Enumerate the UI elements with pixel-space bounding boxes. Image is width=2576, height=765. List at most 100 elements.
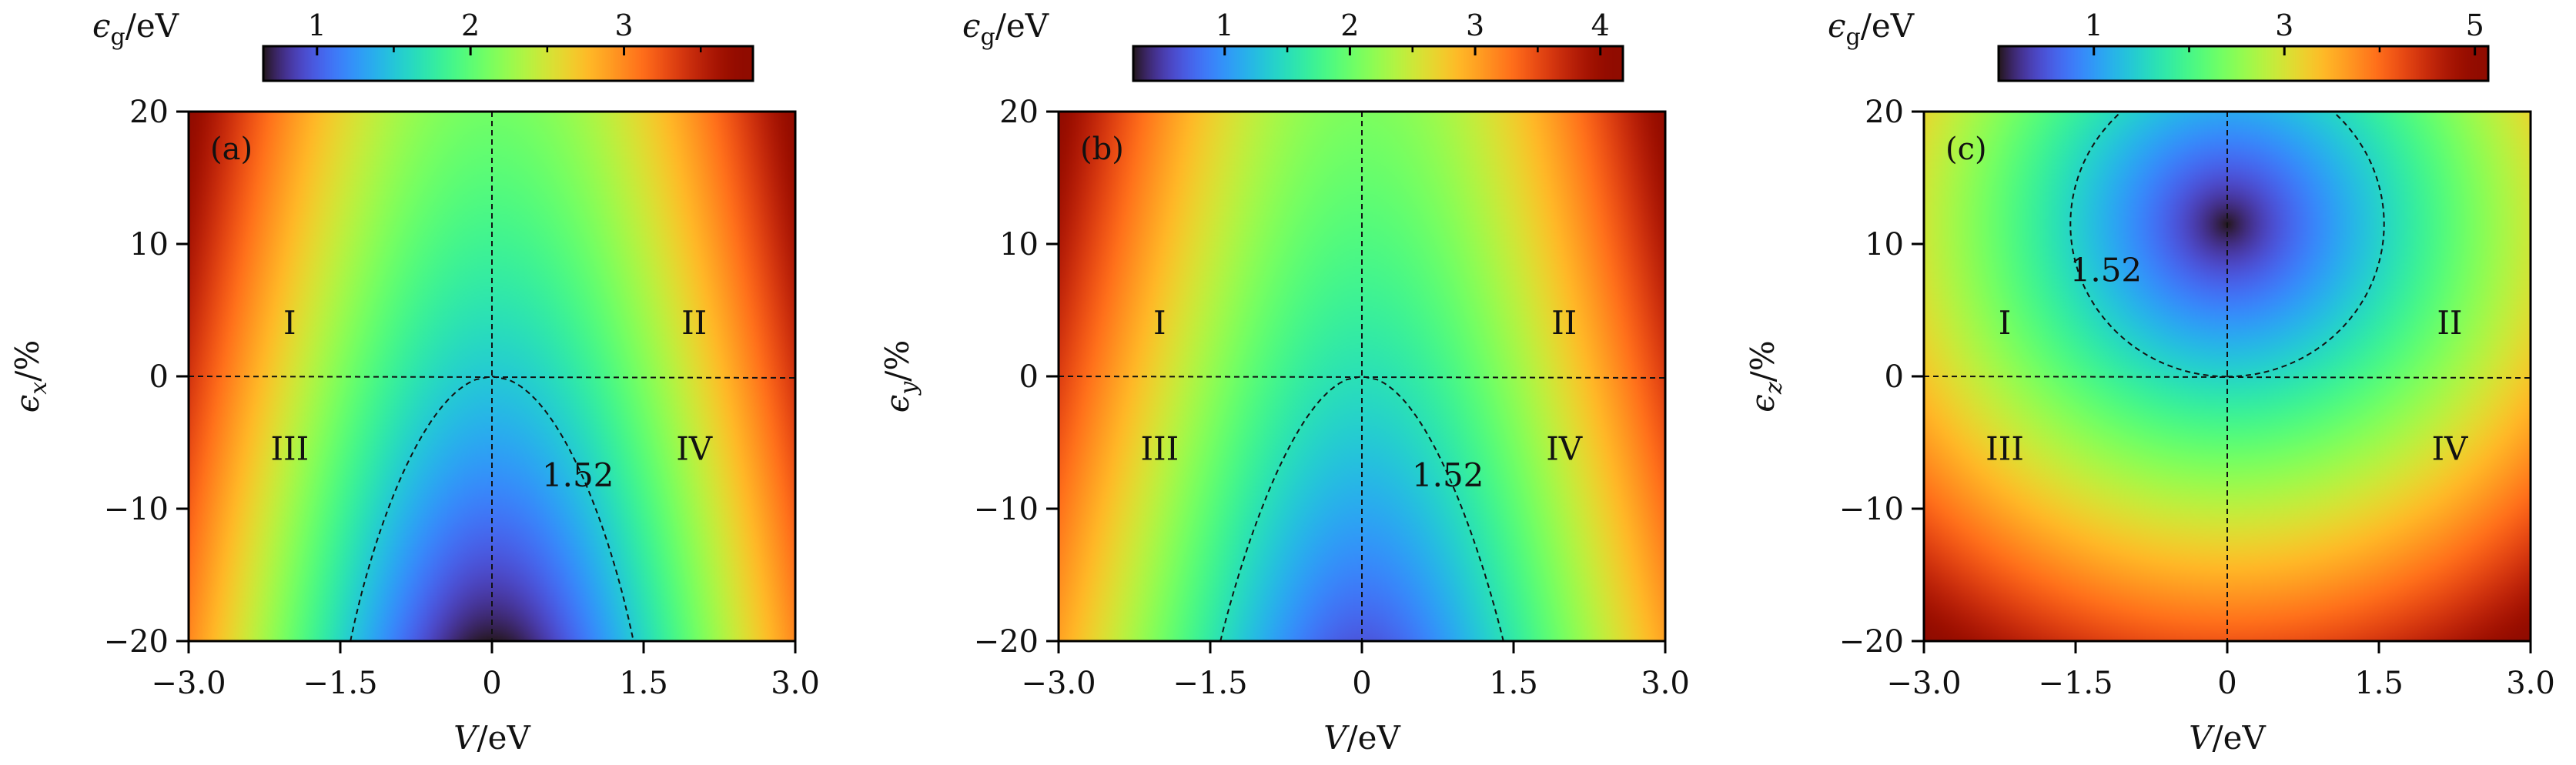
panel-label: (c) xyxy=(1945,132,1987,167)
x-tick-label: 0 xyxy=(482,666,501,701)
y-tick-label: 10 xyxy=(999,227,1039,262)
label-symbol: ϵ xyxy=(1828,7,1846,45)
y-axis-label: ϵx/% xyxy=(8,340,52,413)
x-axis-label: V/eV xyxy=(1323,719,1400,757)
region-label: IV xyxy=(676,430,713,468)
colorbar-tick-label: 5 xyxy=(2466,8,2484,42)
x-tick-label: 3.0 xyxy=(2506,666,2555,701)
contour-label: 1.52 xyxy=(542,456,614,494)
colorbar-tick-label: 4 xyxy=(1591,8,1610,42)
colorbar-frame xyxy=(1997,45,2490,82)
label-unit: /eV xyxy=(125,7,179,45)
x-tick-label: −1.5 xyxy=(1173,666,1247,701)
plot-frame xyxy=(1057,110,1667,643)
x-tick-label: 3.0 xyxy=(771,666,820,701)
y-tick-label: 10 xyxy=(129,227,169,262)
label-unit: /eV xyxy=(477,719,531,757)
region-label: I xyxy=(1999,304,2012,342)
label-unit: /eV xyxy=(995,7,1049,45)
label-subscript: g xyxy=(111,24,125,51)
x-tick-label: 1.5 xyxy=(2354,666,2404,701)
reference-line-strain0 xyxy=(1058,376,1666,379)
x-tick-label: −3.0 xyxy=(1886,666,1961,701)
x-tick-label: −1.5 xyxy=(2038,666,2113,701)
x-axis-label: V/eV xyxy=(2189,719,2266,757)
label-subscript: y xyxy=(895,381,922,396)
x-tick-label: 0 xyxy=(2217,666,2236,701)
y-axis-label: ϵy/% xyxy=(878,340,922,413)
y-tick-label: 0 xyxy=(1019,359,1039,395)
colorbar-tick-label: 2 xyxy=(1340,8,1359,42)
label-symbol: V xyxy=(453,719,480,757)
contour-line xyxy=(350,375,634,642)
colorbar-tick-label: 1 xyxy=(1216,8,1234,42)
x-tick-label: 1.5 xyxy=(619,666,668,701)
x-tick-label: −1.5 xyxy=(303,666,377,701)
x-axis-label: V/eV xyxy=(453,719,530,757)
label-symbol: ϵ xyxy=(962,7,981,45)
label-unit: /eV xyxy=(2213,719,2267,757)
contour-line xyxy=(2069,113,2385,378)
y-tick-label: 10 xyxy=(1865,227,1904,262)
colorbar-frame xyxy=(262,45,754,82)
y-tick-label: −10 xyxy=(974,492,1039,527)
x-tick-label: 3.0 xyxy=(1641,666,1690,701)
label-symbol: ϵ xyxy=(92,7,111,45)
colorbar-tick-label: 1 xyxy=(308,8,326,42)
panel-label: (a) xyxy=(210,132,253,167)
label-subscript: g xyxy=(1846,24,1861,51)
colorbar-tick-label: 3 xyxy=(2275,8,2293,42)
colorbar-title: ϵg/eV xyxy=(962,7,1049,51)
region-label: III xyxy=(270,430,309,468)
colorbar-b xyxy=(1133,46,1623,81)
colorbar-title: ϵg/eV xyxy=(92,7,179,51)
colorbar-a xyxy=(263,46,753,81)
y-tick-label: −20 xyxy=(1839,624,1904,660)
colorbar-tick-label: 1 xyxy=(2085,8,2103,42)
label-unit: /eV xyxy=(1347,719,1401,757)
plot-frame xyxy=(187,110,797,643)
label-unit: /% xyxy=(1744,340,1781,382)
label-subscript: x xyxy=(25,382,52,395)
x-tick-label: 0 xyxy=(1352,666,1371,701)
colorbar-c xyxy=(1999,46,2488,81)
y-tick-label: −20 xyxy=(974,624,1039,660)
colorbar-tick-label: 3 xyxy=(614,8,633,42)
colorbar-title: ϵg/eV xyxy=(1828,7,1915,51)
region-label: I xyxy=(283,304,296,342)
label-symbol: ϵ xyxy=(8,395,46,413)
contour-label: 1.52 xyxy=(2070,251,2143,289)
label-unit: /% xyxy=(878,340,916,382)
y-tick-label: 0 xyxy=(149,359,169,395)
y-tick-label: 0 xyxy=(1885,359,1904,395)
y-tick-label: 20 xyxy=(999,95,1039,130)
label-unit: /% xyxy=(8,340,46,382)
region-label: III xyxy=(1986,430,2024,468)
y-tick-label: −10 xyxy=(104,492,169,527)
x-tick-label: −3.0 xyxy=(1021,666,1096,701)
label-symbol: ϵ xyxy=(1744,394,1781,413)
region-label: I xyxy=(1153,304,1166,342)
reference-line-strain0 xyxy=(188,376,796,379)
label-unit: /eV xyxy=(1861,7,1915,45)
label-symbol: V xyxy=(1323,719,1350,757)
label-symbol: ϵ xyxy=(878,395,916,413)
x-tick-label: 1.5 xyxy=(1489,666,1538,701)
region-label: IV xyxy=(1546,430,1583,468)
colorbar-tick-label: 3 xyxy=(1466,8,1484,42)
region-label: II xyxy=(1551,304,1577,342)
y-axis-label: ϵz/% xyxy=(1744,340,1788,412)
label-subscript: g xyxy=(981,24,995,51)
label-symbol: V xyxy=(2189,719,2215,757)
y-tick-label: 20 xyxy=(129,95,169,130)
region-label: II xyxy=(2437,304,2462,342)
x-tick-label: −3.0 xyxy=(151,666,226,701)
y-tick-label: −20 xyxy=(104,624,169,660)
contour-label: 1.52 xyxy=(1412,456,1484,494)
region-label: III xyxy=(1140,430,1179,468)
